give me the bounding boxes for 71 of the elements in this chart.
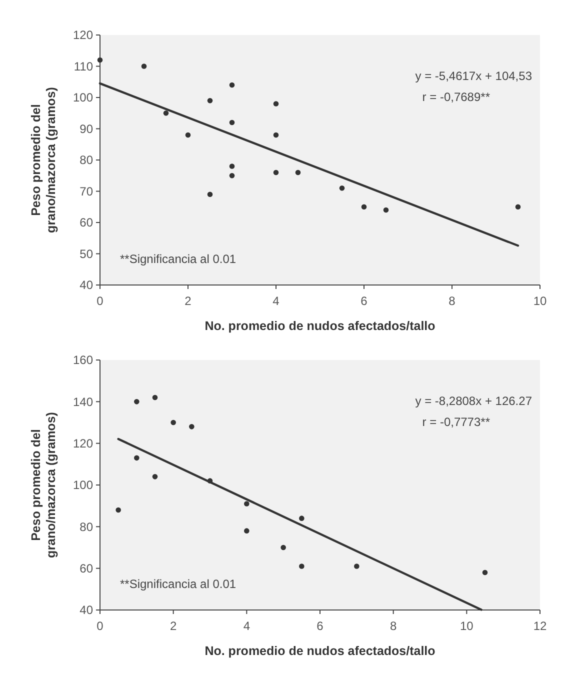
x-tick-label: 10 [460, 619, 474, 633]
y-tick-label: 40 [80, 278, 94, 292]
point [273, 101, 279, 106]
point [163, 110, 169, 116]
point [273, 170, 279, 176]
x-axis-title: No. promedio de nudos afectados/tallo [204, 644, 436, 658]
annotation: y = -5,4617x + 104,53 [415, 69, 532, 83]
point [134, 399, 140, 404]
point [207, 98, 213, 104]
point [152, 474, 158, 480]
annotation: r = -0,7689** [422, 90, 490, 104]
annotation: **Significancia al 0.01 [120, 252, 236, 266]
x-tick-label: 6 [360, 294, 368, 308]
x-tick-label: 0 [96, 619, 104, 633]
point [229, 82, 235, 88]
point [354, 564, 360, 569]
annotation: **Significancia al 0.01 [120, 577, 236, 591]
x-tick-label: 6 [316, 619, 324, 633]
x-tick-label: 4 [243, 619, 250, 633]
point [361, 204, 367, 210]
point [116, 507, 121, 513]
x-tick-label: 0 [96, 294, 104, 308]
y-tick-label: 110 [74, 59, 94, 74]
point [185, 132, 191, 138]
y-tick-label: 160 [72, 353, 94, 368]
x-tick-label: 8 [390, 619, 397, 633]
x-tick-label: 12 [533, 619, 547, 633]
x-tick-label: 8 [448, 294, 456, 308]
x-tick-label: 4 [272, 294, 280, 308]
point [299, 564, 304, 569]
point [170, 420, 176, 426]
y-tick-label: 70 [80, 184, 94, 198]
y-tick-label: 140 [72, 394, 94, 409]
y-tick-label: 80 [80, 520, 94, 534]
point [280, 544, 286, 550]
point [482, 570, 488, 576]
y-tick-label: 60 [80, 562, 94, 576]
y-axis-title: Peso promedio del grano/mazorca (gramos) [29, 412, 58, 558]
y-tick-label: 40 [80, 603, 94, 618]
y-tick-label: 90 [80, 122, 94, 136]
x-tick-label: 2 [170, 619, 177, 633]
point [189, 424, 194, 430]
point [515, 204, 521, 210]
point [97, 57, 103, 63]
x-tick-label: 2 [184, 294, 192, 308]
y-tick-label: 120 [72, 28, 94, 42]
y-axis-title: Peso promedio del grano/mazorca (gramos) [29, 87, 58, 233]
point [229, 172, 235, 178]
point [207, 192, 213, 198]
point [141, 64, 147, 69]
annotation: y = -8,2808x + 126.27 [415, 394, 532, 408]
x-tick-label: 10 [533, 294, 547, 308]
y-tick-label: 80 [80, 153, 94, 168]
point [273, 132, 279, 138]
y-tick-label: 100 [72, 90, 94, 105]
point [295, 170, 301, 176]
point [134, 455, 140, 461]
y-tick-label: 100 [72, 478, 94, 492]
point [229, 120, 235, 126]
annotation: r = -0,7773** [422, 415, 490, 429]
y-tick-label: 120 [72, 436, 94, 451]
point [339, 185, 345, 191]
point [244, 528, 250, 534]
x-axis-title: No. promedio de nudos afectados/tallo [204, 319, 436, 333]
point [299, 516, 304, 521]
point [152, 394, 158, 400]
y-tick-label: 60 [80, 216, 94, 230]
point [244, 501, 250, 506]
y-tick-label: 50 [80, 246, 94, 261]
point [383, 207, 389, 213]
point [229, 164, 235, 169]
